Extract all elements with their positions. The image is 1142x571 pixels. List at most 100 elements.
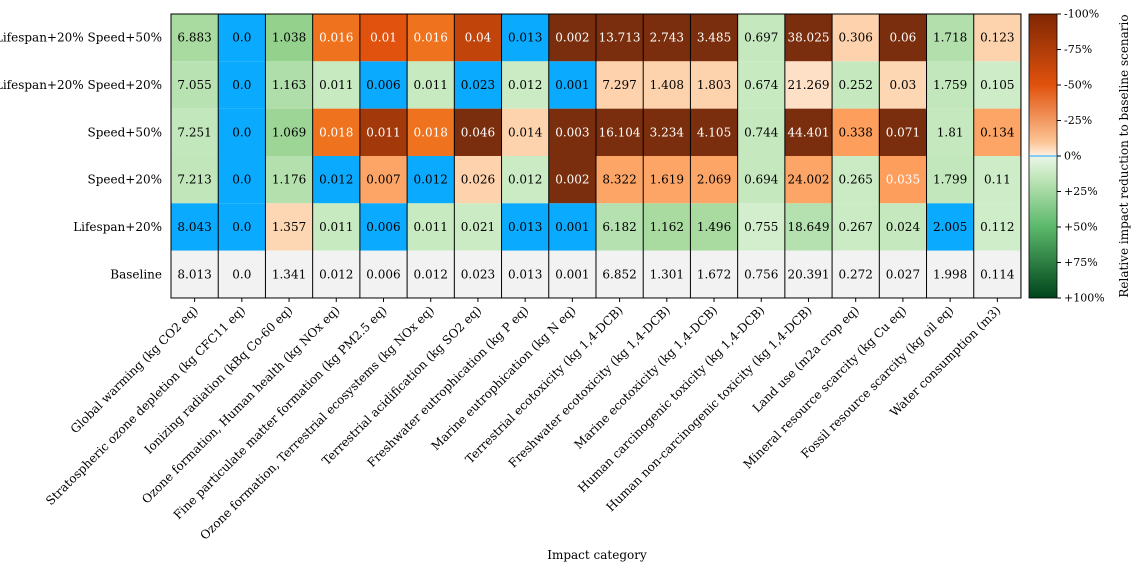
cell-value-label: 6.182 — [602, 220, 636, 234]
colorbar-tick-label: 0% — [1064, 150, 1081, 163]
row-label: Lifespan+20% — [73, 220, 162, 234]
row-label: Lifespan+20% Speed+20% — [0, 78, 162, 92]
cell-value-label: 2.743 — [650, 31, 684, 45]
cell-value-label: 1.301 — [650, 267, 684, 281]
cell-value-label: 1.408 — [650, 78, 684, 92]
heatmap-cell — [690, 155, 738, 204]
column-labels: Global warming (kg CO2 eq)Stratospheric … — [43, 297, 1003, 543]
heatmap-cell — [218, 250, 266, 298]
heatmap-cell — [832, 155, 880, 204]
heatmap-cell — [737, 250, 785, 298]
heatmap-cell — [407, 155, 455, 204]
heatmap-cell — [359, 108, 408, 156]
cell-value-label: 0.012 — [414, 173, 448, 187]
heatmap-cell — [879, 203, 927, 251]
heatmap-cell — [595, 155, 644, 204]
colorbar-tick-label: -50% — [1064, 79, 1092, 92]
heatmap-cell — [973, 155, 1021, 204]
cell-value-label: 1.496 — [697, 220, 731, 234]
heatmap-cell — [784, 61, 833, 109]
cell-value-label: 0.021 — [461, 220, 495, 234]
heatmap-cell — [643, 14, 691, 62]
heatmap-cell — [171, 14, 219, 62]
heatmap-cell — [737, 155, 785, 204]
cell-value-label: 8.013 — [177, 267, 211, 281]
heatmap-cell — [312, 14, 360, 62]
row-label: Lifespan+20% Speed+50% — [0, 31, 162, 45]
row-label: Baseline — [110, 267, 162, 281]
heatmap-cell — [454, 250, 502, 298]
cell-value-label: 0.0 — [232, 78, 251, 92]
cell-value-label: 0.013 — [508, 31, 542, 45]
cell-value-label: 0.012 — [319, 173, 353, 187]
heatmap-cell — [832, 250, 880, 298]
heatmap-cell — [501, 155, 549, 204]
heatmap-cell — [501, 61, 549, 109]
cell-value-label: 0.006 — [366, 267, 400, 281]
heatmap-cell — [548, 155, 596, 204]
cell-value-label: 0.024 — [886, 220, 921, 234]
heatmap-cell — [312, 108, 360, 156]
heatmap-cell — [407, 14, 455, 62]
cell-value-label: 0.006 — [366, 78, 400, 92]
heatmap-cell — [595, 250, 644, 298]
cell-value-label: 1.803 — [697, 78, 731, 92]
cell-value-label: 1.162 — [650, 220, 684, 234]
heatmap-cell — [312, 250, 360, 298]
cell-value-label: 0.001 — [555, 78, 589, 92]
cell-value-label: 1.998 — [933, 267, 967, 281]
heatmap-cell — [784, 14, 833, 62]
cell-value-label: 18.649 — [787, 220, 829, 234]
cell-value-label: 0.272 — [839, 267, 873, 281]
heatmap-cell — [218, 61, 266, 109]
cell-value-label: 44.401 — [787, 125, 829, 139]
cell-value-label: 0.018 — [319, 125, 353, 139]
heatmap-cells: 6.883 0.0 1.038 0.016 0.01 0.016 0.04 0.013 0.00… — [170, 13, 1022, 299]
heatmap-cell — [218, 14, 266, 62]
cell-value-label: 0.01 — [370, 31, 397, 45]
heatmap-cell — [595, 203, 644, 251]
column-label: Mineral resource scarcity (kg Cu eq) — [741, 303, 909, 471]
cell-value-label: 0.756 — [744, 267, 778, 281]
colorbar-tick-label: +25% — [1064, 185, 1098, 198]
heatmap-cell — [312, 61, 360, 109]
cell-value-label: 0.674 — [744, 78, 779, 92]
cell-value-label: 0.011 — [414, 220, 448, 234]
cell-value-label: 1.759 — [933, 78, 967, 92]
heatmap-cell — [973, 14, 1021, 62]
heatmap-cell — [879, 155, 927, 204]
heatmap-cell — [312, 203, 360, 251]
cell-value-label: 1.718 — [933, 31, 967, 45]
heatmap-cell — [879, 250, 927, 298]
heatmap-cell — [643, 108, 691, 156]
cell-value-label: 1.176 — [272, 173, 306, 187]
colorbar-title: Relative impact reduction to baseline sc… — [1117, 14, 1131, 297]
heatmap-cell — [595, 61, 644, 109]
heatmap-cell — [218, 155, 266, 204]
heatmap-cell — [737, 108, 785, 156]
cell-value-label: 0.112 — [980, 220, 1014, 234]
cell-value-label: 1.357 — [272, 220, 306, 234]
colorbar-tick-label: +75% — [1064, 256, 1098, 269]
cell-value-label: 0.744 — [744, 125, 779, 139]
heatmap-cell — [265, 250, 313, 298]
cell-value-label: 0.0 — [232, 267, 251, 281]
cell-value-label: 0.134 — [980, 125, 1015, 139]
cell-value-label: 1.069 — [272, 125, 306, 139]
heatmap-cell — [454, 14, 502, 62]
heatmap-frame — [170, 13, 1022, 299]
cell-value-label: 8.322 — [602, 173, 636, 187]
heatmap-cell — [784, 250, 833, 298]
heatmap-cell — [973, 108, 1021, 156]
cell-value-label: 0.016 — [319, 31, 353, 45]
heatmap-cell — [690, 108, 738, 156]
heatmap-cell — [784, 155, 833, 204]
colorbar-tick-label: -100% — [1064, 8, 1099, 21]
cell-value-label: 21.269 — [787, 78, 829, 92]
x-axis-title: Impact category — [547, 548, 647, 562]
cell-value-label: 6.852 — [602, 267, 636, 281]
cell-value-label: 38.025 — [787, 31, 829, 45]
cell-value-label: 0.105 — [980, 78, 1014, 92]
cell-value-label: 0.012 — [508, 173, 542, 187]
heatmap-cell — [454, 61, 502, 109]
